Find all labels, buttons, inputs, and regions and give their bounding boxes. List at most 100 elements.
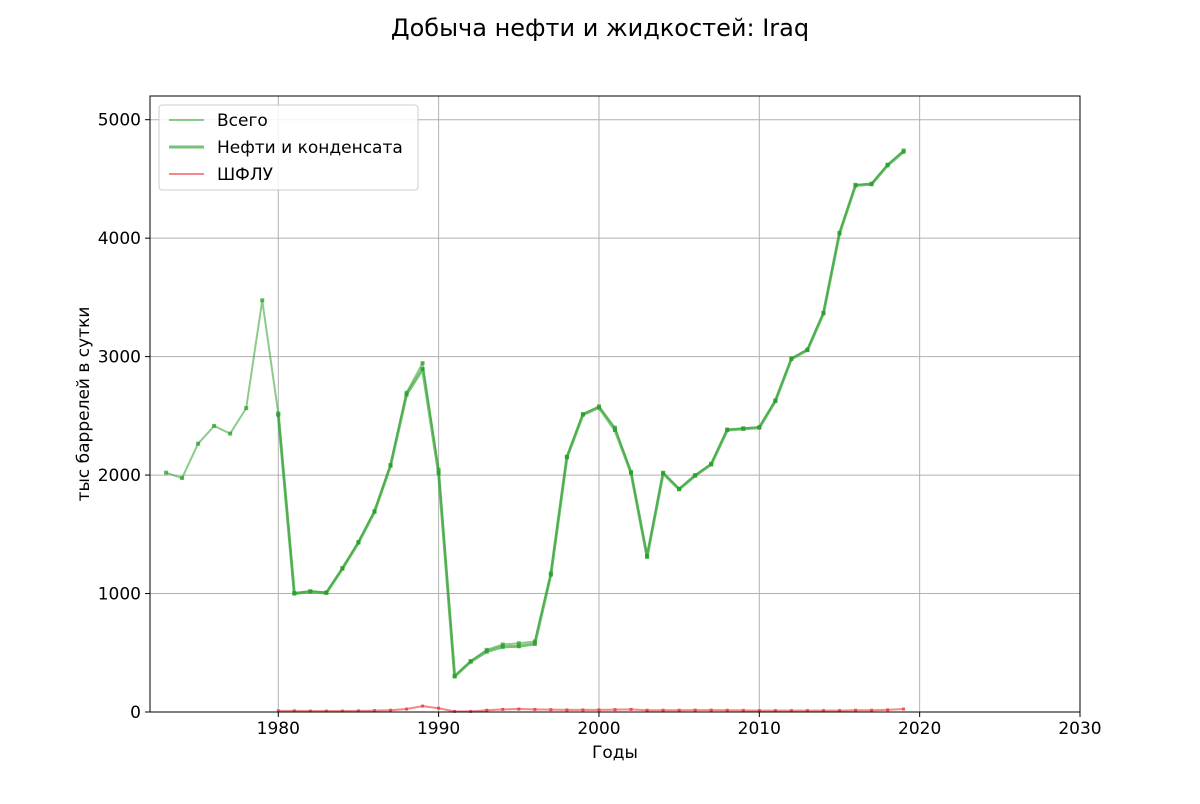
data-point — [500, 644, 505, 649]
data-point — [789, 709, 793, 713]
data-point — [421, 704, 425, 708]
data-point — [757, 425, 762, 430]
data-point — [533, 707, 537, 711]
data-point — [870, 708, 874, 712]
data-point — [886, 708, 890, 712]
data-point — [773, 399, 778, 404]
data-point — [693, 473, 698, 478]
data-point — [532, 641, 537, 646]
y-tick-label: 2000 — [98, 466, 141, 486]
data-point — [629, 470, 634, 475]
data-point — [180, 476, 185, 481]
series-layer — [164, 148, 906, 713]
data-point — [548, 572, 553, 577]
legend-label: Всего — [217, 111, 268, 131]
y-tick-label: 1000 — [98, 585, 141, 605]
data-point — [501, 707, 505, 711]
data-point — [468, 659, 473, 664]
data-point — [228, 431, 233, 436]
data-point — [805, 709, 809, 713]
data-point — [500, 642, 505, 647]
y-tick-label: 3000 — [98, 348, 141, 368]
data-point — [645, 554, 650, 559]
data-point — [837, 231, 842, 236]
data-point — [757, 709, 761, 713]
x-axis: 1980 1990 2000 2010 2020 2030 — [257, 712, 1102, 739]
data-point — [372, 509, 377, 514]
data-point — [549, 708, 553, 712]
data-point — [516, 644, 521, 649]
data-point — [661, 708, 665, 712]
data-point — [164, 470, 169, 475]
data-point — [580, 412, 585, 417]
data-point — [372, 709, 376, 713]
data-point — [453, 709, 457, 713]
data-point — [821, 311, 826, 316]
plot-area-frame — [149, 95, 1081, 713]
data-point — [693, 708, 697, 712]
x-tick-label: 2010 — [738, 719, 781, 739]
data-point — [677, 487, 682, 492]
data-point — [292, 591, 297, 596]
x-tick-label: 1990 — [417, 719, 460, 739]
data-point — [564, 455, 569, 460]
y-tick-label: 4000 — [98, 229, 141, 249]
series-1 — [276, 149, 906, 679]
data-point — [821, 709, 825, 713]
data-point — [276, 709, 280, 713]
data-point — [853, 183, 858, 188]
legend-label: ШФЛУ — [217, 165, 274, 185]
data-point — [260, 298, 265, 303]
series-0 — [164, 148, 906, 678]
data-point — [741, 426, 746, 431]
data-point — [388, 463, 393, 468]
data-point — [902, 707, 906, 711]
data-point — [805, 348, 810, 353]
data-point — [308, 589, 313, 594]
data-point — [709, 462, 714, 467]
series-line — [278, 705, 904, 713]
data-point — [340, 709, 344, 713]
x-axis-label: Годы — [592, 743, 638, 763]
series-2 — [276, 704, 906, 713]
data-point — [613, 428, 617, 433]
data-point — [196, 441, 201, 446]
data-point — [436, 471, 441, 476]
data-point — [741, 708, 745, 712]
data-point — [340, 566, 345, 571]
data-point — [613, 708, 617, 712]
chart-title: Добыча нефти и жидкостей: Iraq — [391, 14, 809, 42]
data-point — [212, 423, 217, 428]
data-point — [709, 708, 713, 712]
data-point — [565, 708, 569, 712]
data-point — [420, 367, 425, 372]
data-point — [276, 412, 281, 417]
legend-box — [158, 104, 419, 191]
data-point — [517, 707, 521, 711]
legend: Всего Нефти и конденсата ШФЛУ — [158, 104, 419, 191]
data-point — [597, 708, 601, 712]
data-point — [452, 674, 457, 679]
data-point — [516, 641, 521, 646]
data-point — [404, 392, 409, 397]
data-point — [469, 709, 473, 713]
data-point — [837, 709, 841, 713]
y-axis-label: тыс баррелей в сутки — [74, 307, 94, 502]
data-point — [725, 428, 730, 433]
data-point — [324, 709, 328, 713]
legend-label: Нефти и конденсата — [217, 138, 403, 158]
y-axis: 0 1000 2000 3000 4000 5000 — [98, 111, 150, 723]
data-point — [629, 707, 633, 711]
data-point — [661, 471, 666, 476]
data-point — [420, 361, 425, 366]
data-point — [885, 163, 890, 168]
data-point — [789, 356, 794, 361]
x-tick-label: 2000 — [577, 719, 620, 739]
data-point — [308, 709, 312, 713]
y-tick-label: 0 — [130, 703, 141, 723]
x-tick-label: 2030 — [1058, 719, 1101, 739]
data-point — [773, 709, 777, 713]
data-point — [581, 708, 585, 712]
